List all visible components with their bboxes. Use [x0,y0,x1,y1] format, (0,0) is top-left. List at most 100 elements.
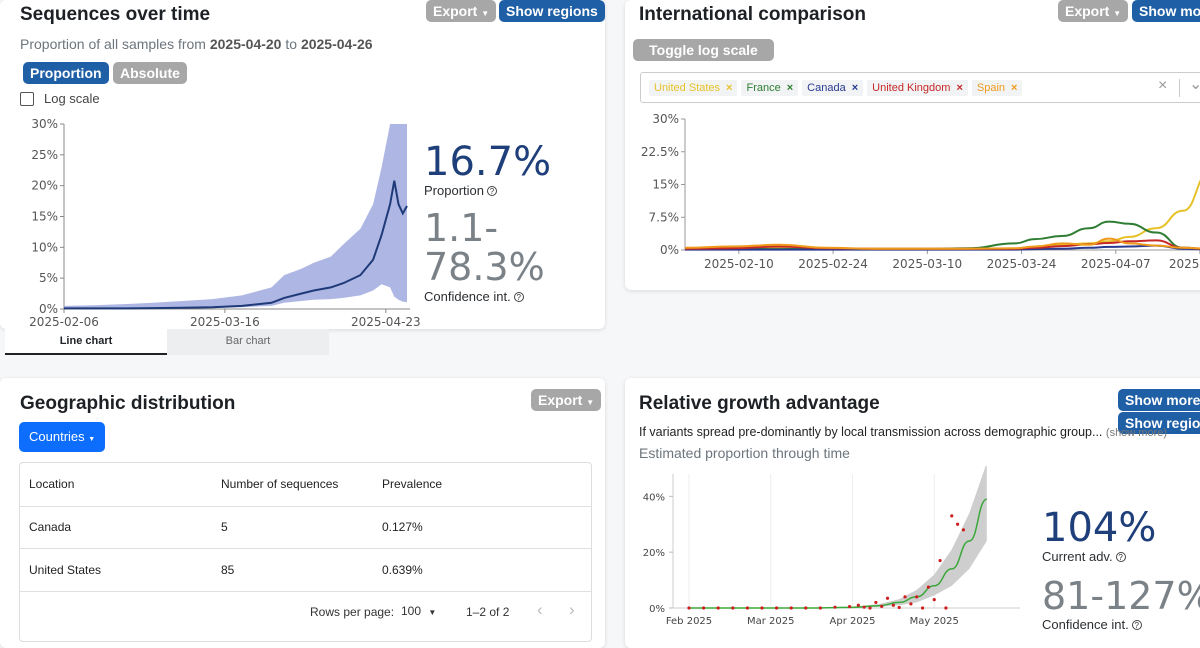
growth-show-region-button[interactable]: Show region [1118,412,1200,434]
tab-bar-chart-label: Bar chart [225,335,271,347]
international-export-button[interactable]: Export ▼ [1058,0,1129,22]
country-tag[interactable]: United States × [649,79,738,96]
help-icon[interactable]: ? [513,292,524,302]
growth-show-more-button[interactable]: Show more [1118,389,1200,411]
data-point [847,605,852,609]
y-tick-label: 10% [31,240,58,254]
country-select[interactable]: United States × France × Canada × United Kingd… [640,72,1200,103]
country-tag[interactable]: United Kingdom × [867,79,968,96]
x-tick-label: 2025-03-24 [987,257,1057,271]
data-point [856,603,860,607]
column-location[interactable]: Location [29,477,75,492]
help-icon[interactable]: ? [486,186,497,196]
sequences-export-button[interactable]: Export ▼ [426,0,497,22]
series-line-united-states [684,179,1200,250]
country-tag[interactable]: France × [741,79,799,96]
tab-proportion[interactable]: Proportion [23,62,109,84]
cell-location: Canada [29,520,72,534]
country-tag[interactable]: Canada × [802,79,864,96]
data-point [760,606,764,610]
log-scale-checkbox[interactable] [20,91,34,106]
data-point [789,606,793,610]
x-tick-label: Apr 2025 [830,616,876,627]
remove-tag-icon[interactable]: × [956,81,963,94]
x-tick-label: 2025-04-07 [1081,257,1151,271]
growth-subtitle: Estimated proportion through time [639,445,850,461]
growth-advantage-label: Current adv.? [1042,549,1126,564]
x-tick-label: 2025-04-2 [1169,257,1200,271]
geographic-table-wrapper: Location Number of sequences Prevalence … [19,462,592,642]
growth-confidence-label: Confidence int.? [1042,617,1142,632]
x-tick-label: Feb 2025 [666,616,712,627]
fit-confidence-band [689,466,987,608]
tab-absolute[interactable]: Absolute [113,62,187,84]
growth-advantage-label-text: Current adv. [1042,549,1113,564]
growth-chart: 0% 20% 40% Feb 2025 Mar 2025 Apr 2025 May 2025 [643,466,1020,627]
table-row: United States 85 0.639% [20,548,591,591]
proportion-value: 16.7% [424,139,552,185]
geographic-card: Geographic distribution Export ▼ Countri… [0,378,605,648]
growth-advantage-value: 104% [1042,505,1157,551]
remove-tag-icon[interactable]: × [851,81,859,94]
international-show-more-button[interactable]: Show mo [1132,0,1200,22]
x-tick-label: 2025-03-16 [190,315,260,328]
help-icon[interactable]: ? [1131,620,1142,630]
confidence-label: Confidence int.? [424,289,524,304]
sequences-show-regions-button[interactable]: Show regions [499,0,605,22]
date-from: 2025-04-20 [209,36,282,52]
data-point [926,585,931,589]
growth-card: Relative growth advantage Show more Show… [625,378,1200,648]
data-point [956,522,960,526]
proportion-line [64,180,408,310]
country-tags: United States × France × Canada × United Kingd… [649,79,1026,96]
sequences-subtitle: Proportion of all samples from 2025-04-2… [20,36,373,52]
clear-icon[interactable]: × [1158,77,1168,94]
tab-line-chart[interactable]: Line chart [5,329,167,355]
rows-per-page-select[interactable]: 100 ▼ [401,604,436,618]
tab-bar-chart[interactable]: Bar chart [167,329,329,355]
next-page-icon[interactable]: › [569,600,575,619]
confidence-value-line2: 78.3% [424,245,545,289]
log-scale-toggle[interactable]: Log scale [20,91,100,106]
data-point [915,595,919,599]
toggle-log-scale-button[interactable]: Toggle log scale [633,39,774,61]
international-chart: 0% 7.5% 15% 22.5% 30% 2025-02-10 2025-02-24 202… [641,112,1200,271]
caret-down-icon: ▼ [481,9,490,18]
help-icon[interactable]: ? [1115,552,1126,562]
data-point [885,596,890,600]
data-point [903,595,907,599]
table-header-row: Location Number of sequences Prevalence [20,463,591,506]
confidence-value-line1: 1.1- [424,206,499,250]
y-tick-label: 0% [39,302,58,316]
x-tick-label: May 2025 [910,616,959,627]
growth-description-text: If variants spread pre-dominantly by loc… [639,425,1103,439]
pagination-range: 1–2 of 2 [466,605,510,619]
data-point [716,606,720,610]
data-point [874,600,878,605]
sequences-title: Sequences over time [20,4,211,25]
previous-page-icon[interactable]: ‹ [537,600,543,619]
data-point [745,606,749,610]
countries-dropdown-button[interactable]: Countries ▼ [19,422,106,452]
column-prevalence[interactable]: Prevalence [382,477,443,492]
inline-show-more-link[interactable]: (show more) [1105,427,1168,439]
remove-tag-icon[interactable]: × [726,81,733,94]
y-tick-label: 0% [649,604,665,615]
country-tag[interactable]: Spain × [971,79,1023,96]
data-point [731,606,735,610]
data-point [938,558,942,563]
data-point [944,606,948,610]
y-tick-label: 20% [31,179,58,193]
chevron-down-icon[interactable]: ⌄ [1189,76,1200,93]
y-tick-label: 22.5% [641,145,679,159]
remove-tag-icon[interactable]: × [1011,81,1018,94]
data-point [897,605,901,610]
column-number-of-sequences[interactable]: Number of sequences [221,477,339,492]
dropdown-separator [1179,79,1180,97]
countries-button-label: Countries [29,429,85,444]
growth-title: Relative growth advantage [639,393,880,414]
remove-tag-icon[interactable]: × [786,81,794,94]
proportion-label: Proportion? [424,183,497,198]
geographic-export-button[interactable]: Export ▼ [531,389,602,411]
data-point [774,606,779,610]
